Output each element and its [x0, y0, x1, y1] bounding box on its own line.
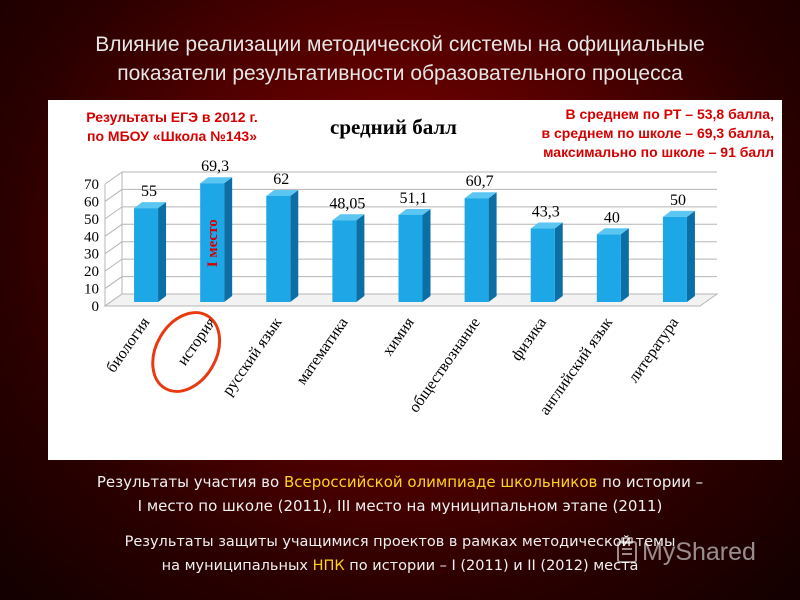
myshared-logo-icon	[617, 537, 637, 563]
olympiad-highlight: Всероссийской олимпиаде школьников	[283, 473, 598, 491]
bar	[596, 234, 621, 302]
bar-side	[224, 177, 233, 302]
x-tick-label: математика	[293, 315, 351, 388]
bar-top	[596, 228, 629, 235]
bar-side	[620, 228, 629, 302]
npk-highlight: НПК	[312, 558, 345, 574]
data-label: 50	[670, 192, 686, 209]
average-info-right: В среднем по РТ – 53,8 балла, в среднем …	[470, 105, 775, 162]
exam-info-line1: Результаты ЕГЭ в 2012 г.	[86, 109, 258, 125]
olympiad-prefix: Результаты участия во	[96, 473, 284, 491]
bar-top	[134, 202, 167, 209]
bar	[332, 220, 357, 302]
data-label: 60,7	[466, 173, 494, 190]
bar-top	[530, 222, 563, 229]
olympiad-suffix: по истории –	[597, 473, 704, 491]
y-tick-label: 50	[84, 212, 99, 228]
slide-title: Влияние реализации методической системы …	[20, 30, 780, 88]
exam-info-line2: по МБОУ «Школа №143»	[87, 128, 257, 144]
exam-info-left: Результаты ЕГЭ в 2012 г. по МБОУ «Школа …	[62, 108, 282, 146]
y-tick-label: 40	[84, 229, 99, 245]
bar-side	[686, 210, 695, 302]
y-tick-label: 30	[84, 247, 99, 263]
y-tick-label: 60	[84, 194, 99, 210]
bar-side	[422, 208, 431, 302]
data-label: 48,05	[329, 195, 365, 212]
gridline-diagonal	[104, 258, 123, 272]
chart-title: средний балл	[330, 115, 457, 139]
y-tick-label: 70	[84, 177, 99, 193]
bar-top	[398, 208, 431, 215]
gridline-diagonal	[104, 276, 123, 289]
y-tick-label: 0	[92, 299, 100, 315]
bar	[398, 214, 423, 302]
average-info-line1: В среднем по РТ – 53,8 балла,	[565, 106, 774, 122]
bar-top	[464, 192, 497, 199]
slide-title-line1: Влияние реализации методической системы …	[95, 33, 705, 56]
data-label: 40	[604, 209, 620, 226]
x-tick-label: литература	[625, 315, 682, 386]
npk-prefix: на муниципальных	[161, 558, 313, 574]
bar	[134, 208, 159, 302]
olympiad-line2: I место по школе (2011), III место на му…	[137, 497, 663, 515]
npk-results: Результаты защиты учащимися проектов в р…	[40, 530, 760, 578]
annotation-label: I место	[205, 219, 221, 267]
x-tick-label: английский язык	[536, 314, 616, 418]
y-tick-label: 10	[84, 282, 99, 298]
bar-side	[356, 214, 365, 302]
x-tick-label: химия	[379, 314, 418, 359]
average-info-line3: максимально по школе – 91 балл	[543, 144, 774, 160]
bar-top	[662, 210, 695, 217]
gridline-diagonal	[104, 206, 123, 220]
bar	[662, 216, 687, 302]
x-tick-label: русский язык	[219, 314, 285, 399]
bar	[200, 183, 225, 302]
npk-suffix: по истории – I (2011) и II (2012) места	[344, 558, 639, 574]
bar-side	[488, 192, 497, 302]
bar-top	[200, 177, 233, 184]
highlight-circle	[151, 311, 222, 393]
x-tick-label: обществознание	[406, 315, 484, 416]
bar-top	[266, 189, 299, 196]
olympiad-results: Результаты участия во Всероссийской олим…	[40, 470, 760, 518]
data-label: 62	[273, 171, 289, 188]
data-label: 43,3	[532, 204, 560, 221]
bar	[266, 195, 291, 302]
slide-title-line2: показатели результативности образователь…	[117, 62, 683, 85]
x-tick-label: биология	[103, 314, 153, 376]
data-label: 55	[141, 183, 157, 200]
data-label: 69,3	[201, 158, 229, 175]
watermark: MyShared	[642, 538, 756, 566]
bar-side	[158, 202, 167, 302]
data-label: 51,1	[400, 190, 428, 207]
bar-top	[332, 214, 365, 221]
npk-line2: на муниципальных НПК по истории – I (201…	[40, 554, 760, 578]
bar-side	[290, 189, 299, 302]
gridline-diagonal	[104, 223, 123, 237]
gridline-diagonal	[104, 171, 123, 185]
npk-line1: Результаты защиты учащимися проектов в р…	[124, 534, 676, 550]
y-tick-label: 20	[84, 264, 99, 280]
olympiad-line1: Результаты участия во Всероссийской олим…	[40, 470, 760, 494]
x-tick-label: физика	[508, 315, 550, 364]
bar	[530, 228, 555, 302]
average-info-line2: в среднем по школе – 69,3 балла,	[541, 125, 775, 141]
gridline-diagonal	[104, 189, 123, 202]
bar	[464, 198, 489, 302]
gridline-diagonal	[104, 241, 123, 255]
bar-side	[554, 222, 563, 302]
